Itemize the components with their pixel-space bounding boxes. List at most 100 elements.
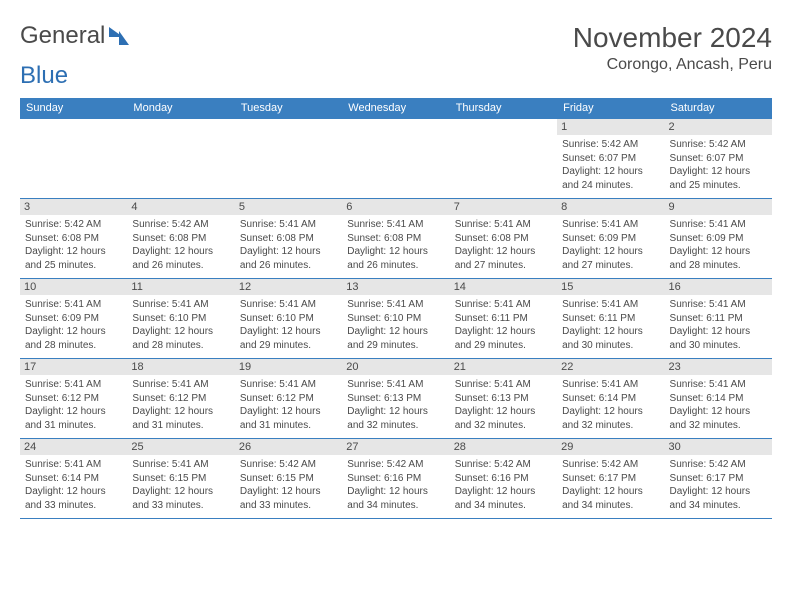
day-details: Sunrise: 5:41 AMSunset: 6:10 PMDaylight:… (240, 298, 337, 352)
weekday-tue: Tuesday (235, 98, 342, 119)
location-label: Corongo, Ancash, Peru (573, 56, 772, 74)
day-details: Sunrise: 5:42 AMSunset: 6:07 PMDaylight:… (670, 138, 767, 192)
day-number: 9 (665, 199, 772, 215)
day-cell: 10 Sunrise: 5:41 AMSunset: 6:09 PMDayligh… (20, 279, 127, 359)
day-number: 5 (235, 199, 342, 215)
day-number: 20 (342, 359, 449, 375)
day-number: 30 (665, 439, 772, 455)
day-details: Sunrise: 5:41 AMSunset: 6:08 PMDaylight:… (347, 218, 444, 272)
day-details: Sunrise: 5:41 AMSunset: 6:11 PMDaylight:… (562, 298, 659, 352)
weekday-header-row: Sunday Monday Tuesday Wednesday Thursday… (20, 98, 772, 119)
day-number: 29 (557, 439, 664, 455)
day-cell: 30 Sunrise: 5:42 AMSunset: 6:17 PMDayligh… (665, 439, 772, 519)
day-details: Sunrise: 5:42 AMSunset: 6:16 PMDaylight:… (347, 458, 444, 512)
day-number: 26 (235, 439, 342, 455)
day-details: Sunrise: 5:41 AMSunset: 6:14 PMDaylight:… (562, 378, 659, 432)
day-details: Sunrise: 5:41 AMSunset: 6:12 PMDaylight:… (240, 378, 337, 432)
day-details: Sunrise: 5:41 AMSunset: 6:09 PMDaylight:… (670, 218, 767, 272)
day-cell: 3 Sunrise: 5:42 AMSunset: 6:08 PMDaylight… (20, 199, 127, 279)
day-cell: 1 Sunrise: 5:42 AMSunset: 6:07 PMDaylight… (557, 119, 664, 199)
day-number: 7 (450, 199, 557, 215)
day-details: Sunrise: 5:41 AMSunset: 6:10 PMDaylight:… (132, 298, 229, 352)
brand-part2: Blue (20, 62, 68, 89)
day-number: 3 (20, 199, 127, 215)
day-cell (127, 119, 234, 199)
week-row: 1 Sunrise: 5:42 AMSunset: 6:07 PMDaylight… (20, 119, 772, 199)
day-number: 22 (557, 359, 664, 375)
day-number: 23 (665, 359, 772, 375)
day-cell: 23 Sunrise: 5:41 AMSunset: 6:14 PMDayligh… (665, 359, 772, 439)
day-number: 27 (342, 439, 449, 455)
weekday-sun: Sunday (20, 98, 127, 119)
day-number: 25 (127, 439, 234, 455)
day-cell: 26Sunrise: 5:42 AMSunset: 6:15 PMDayligh… (235, 439, 342, 519)
week-row: 10 Sunrise: 5:41 AMSunset: 6:09 PMDayligh… (20, 279, 772, 359)
day-details: Sunrise: 5:41 AMSunset: 6:11 PMDaylight:… (455, 298, 552, 352)
day-number: 10 (20, 279, 127, 295)
day-cell (342, 119, 449, 199)
day-details: Sunrise: 5:41 AMSunset: 6:11 PMDaylight:… (670, 298, 767, 352)
weekday-mon: Monday (127, 98, 234, 119)
day-details: Sunrise: 5:42 AMSunset: 6:17 PMDaylight:… (562, 458, 659, 512)
day-details: Sunrise: 5:42 AMSunset: 6:08 PMDaylight:… (25, 218, 122, 272)
day-details: Sunrise: 5:41 AMSunset: 6:13 PMDaylight:… (347, 378, 444, 432)
calendar-page: General November 2024 Corongo, Ancash, P… (0, 0, 792, 529)
day-details: Sunrise: 5:41 AMSunset: 6:08 PMDaylight:… (455, 218, 552, 272)
day-cell: 9 Sunrise: 5:41 AMSunset: 6:09 PMDaylight… (665, 199, 772, 279)
day-cell: 16 Sunrise: 5:41 AMSunset: 6:11 PMDayligh… (665, 279, 772, 359)
day-number: 4 (127, 199, 234, 215)
day-details: Sunrise: 5:41 AMSunset: 6:12 PMDaylight:… (132, 378, 229, 432)
calendar-table: Sunday Monday Tuesday Wednesday Thursday… (20, 98, 772, 518)
day-cell: 28 Sunrise: 5:42 AMSunset: 6:16 PMDayligh… (450, 439, 557, 519)
day-number: 2 (665, 119, 772, 135)
day-cell: 5 Sunrise: 5:41 AMSunset: 6:08 PMDaylight… (235, 199, 342, 279)
day-number: 24 (20, 439, 127, 455)
weekday-fri: Friday (557, 98, 664, 119)
day-cell: 13Sunrise: 5:41 AMSunset: 6:10 PMDayligh… (342, 279, 449, 359)
day-cell: 6 Sunrise: 5:41 AMSunset: 6:08 PMDaylight… (342, 199, 449, 279)
day-cell: 4Sunrise: 5:42 AMSunset: 6:08 PMDaylight… (127, 199, 234, 279)
day-cell: 19 Sunrise: 5:41 AMSunset: 6:12 PMDayligh… (235, 359, 342, 439)
day-details: Sunrise: 5:41 AMSunset: 6:15 PMDaylight:… (132, 458, 229, 512)
weekday-thu: Thursday (450, 98, 557, 119)
day-cell: 8Sunrise: 5:41 AMSunset: 6:09 PMDaylight… (557, 199, 664, 279)
day-cell: 25 Sunrise: 5:41 AMSunset: 6:15 PMDayligh… (127, 439, 234, 519)
day-cell: 21 Sunrise: 5:41 AMSunset: 6:13 PMDayligh… (450, 359, 557, 439)
day-number: 21 (450, 359, 557, 375)
day-cell: 11 Sunrise: 5:41 AMSunset: 6:10 PMDayligh… (127, 279, 234, 359)
day-number: 13 (342, 279, 449, 295)
brand-part1: General (20, 22, 105, 50)
day-details: Sunrise: 5:41 AMSunset: 6:08 PMDaylight:… (240, 218, 337, 272)
day-details: Sunrise: 5:41 AMSunset: 6:14 PMDaylight:… (670, 378, 767, 432)
day-details: Sunrise: 5:42 AMSunset: 6:17 PMDaylight:… (670, 458, 767, 512)
day-cell: 12 Sunrise: 5:41 AMSunset: 6:10 PMDayligh… (235, 279, 342, 359)
day-number: 11 (127, 279, 234, 295)
day-cell: 24 Sunrise: 5:41 AMSunset: 6:14 PMDayligh… (20, 439, 127, 519)
day-number: 1 (557, 119, 664, 135)
day-cell: 7 Sunrise: 5:41 AMSunset: 6:08 PMDaylight… (450, 199, 557, 279)
day-cell: 22 Sunrise: 5:41 AMSunset: 6:14 PMDayligh… (557, 359, 664, 439)
week-row: 3 Sunrise: 5:42 AMSunset: 6:08 PMDaylight… (20, 199, 772, 279)
day-cell: 27 Sunrise: 5:42 AMSunset: 6:16 PMDayligh… (342, 439, 449, 519)
calendar-bottom-border (20, 518, 772, 519)
day-number: 19 (235, 359, 342, 375)
logo-triangle2-icon (119, 31, 129, 45)
day-number: 8 (557, 199, 664, 215)
day-number: 14 (450, 279, 557, 295)
day-details: Sunrise: 5:41 AMSunset: 6:14 PMDaylight:… (25, 458, 122, 512)
day-number: 18 (127, 359, 234, 375)
day-details: Sunrise: 5:42 AMSunset: 6:16 PMDaylight:… (455, 458, 552, 512)
day-number: 12 (235, 279, 342, 295)
day-details: Sunrise: 5:41 AMSunset: 6:12 PMDaylight:… (25, 378, 122, 432)
weekday-sat: Saturday (665, 98, 772, 119)
day-details: Sunrise: 5:41 AMSunset: 6:09 PMDaylight:… (25, 298, 122, 352)
calendar-body: 1 Sunrise: 5:42 AMSunset: 6:07 PMDaylight… (20, 119, 772, 519)
weekday-wed: Wednesday (342, 98, 449, 119)
day-cell (450, 119, 557, 199)
day-number: 6 (342, 199, 449, 215)
day-details: Sunrise: 5:41 AMSunset: 6:13 PMDaylight:… (455, 378, 552, 432)
day-number: 16 (665, 279, 772, 295)
day-details: Sunrise: 5:42 AMSunset: 6:07 PMDaylight:… (562, 138, 659, 192)
day-cell (235, 119, 342, 199)
day-number: 28 (450, 439, 557, 455)
